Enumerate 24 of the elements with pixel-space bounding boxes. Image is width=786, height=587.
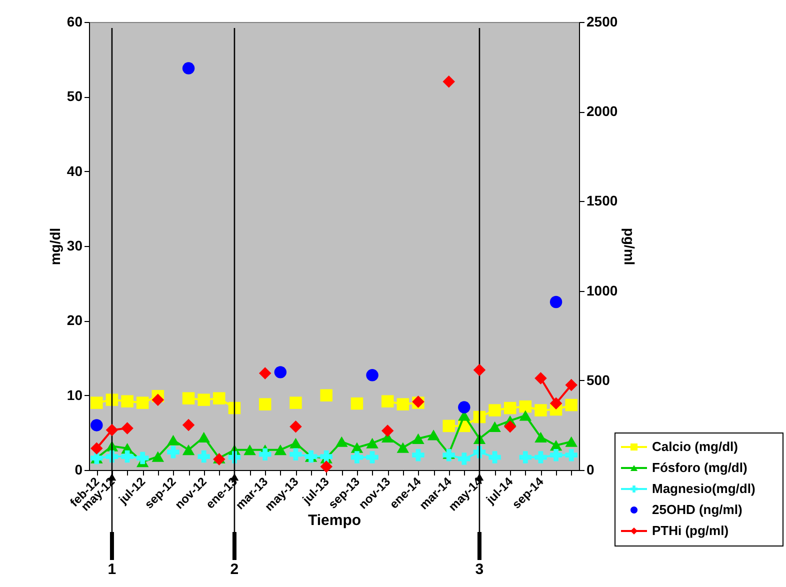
y-tick-label: 30 (66, 238, 83, 254)
legend-label: Calcio (mg/dl) (652, 439, 738, 454)
y2-tick-label: 2500 (586, 14, 618, 30)
ref-line-label: 2 (230, 561, 239, 578)
y-tick-label: 10 (66, 386, 83, 403)
y2-tick-label: 500 (586, 372, 610, 388)
legend-label: PTHi (pg/ml) (652, 523, 729, 538)
y-tick-label: 60 (66, 14, 83, 30)
y-tick-label: 20 (66, 312, 83, 328)
x-axis-title: Tiempo (308, 512, 362, 529)
y2-tick-label: 1500 (586, 192, 618, 209)
legend-label: 25OHD (ng/ml) (652, 502, 742, 517)
y2-axis-title: pg/ml (622, 228, 638, 266)
y-tick-label: 0 (74, 462, 83, 478)
legend-label: Fósforo (mg/dl) (652, 460, 748, 475)
y2-tick-label: 0 (586, 462, 594, 478)
y-axis-title: mg/dl (46, 228, 63, 266)
y2-tick-label: 2000 (586, 103, 618, 120)
ref-line-label: 3 (475, 561, 484, 578)
legend-label: Magnesio(mg/dl) (652, 481, 756, 496)
y-tick-label: 50 (66, 88, 83, 104)
ref-line-label: 1 (108, 561, 116, 578)
y-tick-label: 40 (66, 162, 83, 179)
y2-tick-label: 1000 (586, 282, 618, 298)
